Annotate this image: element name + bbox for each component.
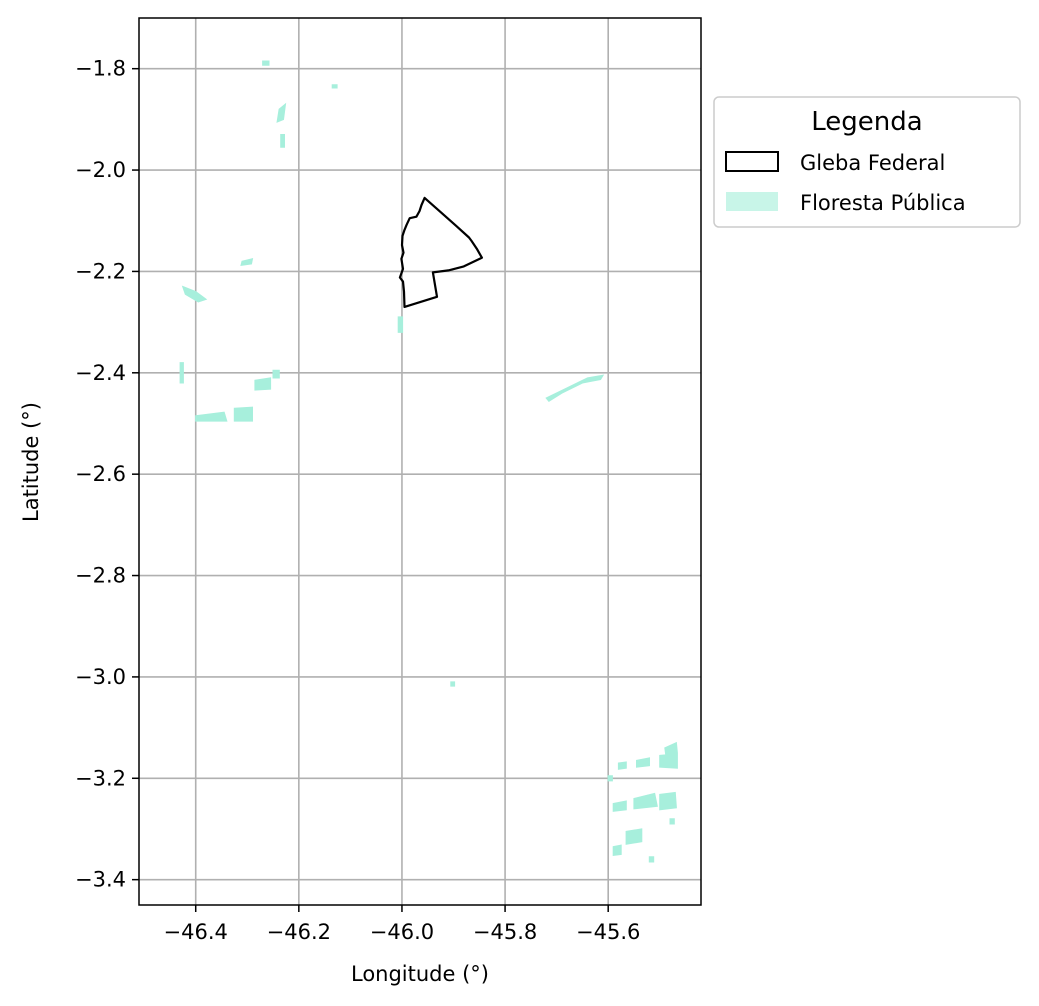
x-tick-label: −46.2 xyxy=(267,920,331,944)
gleba-federal-layer xyxy=(398,196,483,308)
floresta-publica-patch xyxy=(607,775,613,782)
floresta-publica-patch xyxy=(612,844,622,856)
floresta-publica-patch xyxy=(612,800,627,812)
floresta-publica-patch xyxy=(659,791,677,811)
x-axis-label: Longitude (°) xyxy=(351,962,489,986)
x-tick-label: −46.4 xyxy=(164,920,228,944)
legend-label-gleba-federal: Gleba Federal xyxy=(800,151,945,175)
floresta-publica-patch xyxy=(648,856,655,863)
floresta-publica-patch xyxy=(633,792,658,810)
x-tick-label: −45.8 xyxy=(473,920,537,944)
legend-box xyxy=(713,96,1021,228)
floresta-publica-patch xyxy=(635,757,651,768)
y-tick-label: −3.2 xyxy=(75,766,126,790)
floresta-publica-patch xyxy=(195,411,228,422)
x-tick-label: −46.0 xyxy=(370,920,434,944)
floresta-publica-patch xyxy=(276,102,287,123)
floresta-publica-patch xyxy=(262,60,270,66)
x-axis-ticks: −46.4 −46.2 −46.0 −45.8 −45.6 xyxy=(164,905,640,944)
floresta-publica-patch xyxy=(617,761,627,770)
y-tick-label: −2.2 xyxy=(75,259,126,283)
y-tick-label: −3.4 xyxy=(75,868,126,892)
floresta-publica-patch xyxy=(331,84,338,89)
y-tick-label: −2.4 xyxy=(75,361,126,385)
floresta-publica-patch xyxy=(450,681,456,687)
legend: Legenda Gleba Federal Floresta Pública xyxy=(713,96,1021,228)
legend-label-floresta-publica: Floresta Pública xyxy=(800,191,966,215)
y-tick-label: −2.8 xyxy=(75,564,126,588)
legend-swatch-floresta-publica xyxy=(726,192,778,211)
floresta-publica-patch xyxy=(254,377,272,391)
floresta-publica-patch xyxy=(272,369,280,379)
y-tick-label: −2.0 xyxy=(75,158,126,182)
gridlines xyxy=(139,18,701,905)
floresta-publica-patch xyxy=(545,374,605,402)
x-tick-label: −45.6 xyxy=(576,920,640,944)
floresta-publica-patch xyxy=(179,362,184,384)
floresta-publica-layer xyxy=(179,60,678,863)
floresta-publica-patch xyxy=(280,134,285,148)
legend-title: Legenda xyxy=(811,107,922,137)
floresta-publica-patch xyxy=(181,285,208,303)
y-axis-ticks: −1.8 −2.0 −2.2 −2.4 −2.6 −2.8 −3.0 −3.2 −3.4 xyxy=(75,57,139,892)
floresta-publica-patch xyxy=(233,406,253,422)
y-tick-label: −1.8 xyxy=(75,57,126,81)
floresta-publica-patch xyxy=(240,257,254,267)
legend-swatch-gleba-federal xyxy=(725,151,779,172)
y-axis-label: Latitude (°) xyxy=(19,402,43,522)
gleba-federal-polygon xyxy=(398,196,483,308)
y-tick-label: −3.0 xyxy=(75,665,126,689)
floresta-publica-patch xyxy=(659,753,678,769)
floresta-publica-patch xyxy=(664,741,678,757)
plot-frame xyxy=(138,17,702,906)
floresta-publica-patch xyxy=(625,828,643,845)
floresta-publica-patch xyxy=(397,316,404,333)
floresta-publica-patch xyxy=(669,818,675,825)
y-tick-label: −2.6 xyxy=(75,462,126,486)
